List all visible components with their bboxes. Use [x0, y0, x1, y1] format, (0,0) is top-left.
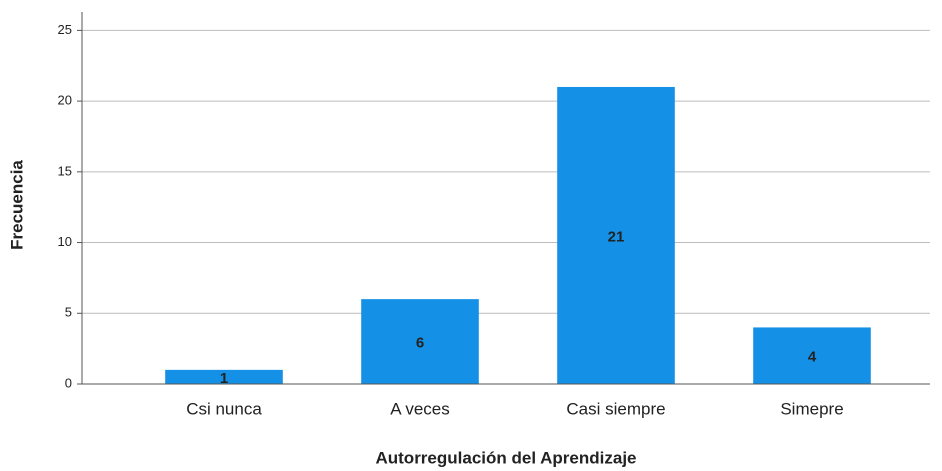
data-label: 6 — [416, 335, 424, 352]
data-label: 4 — [808, 349, 817, 366]
y-tick-label: 20 — [58, 93, 72, 108]
y-tick-label: 0 — [65, 375, 72, 390]
y-tick-label: 5 — [65, 305, 72, 320]
bar — [361, 299, 479, 384]
data-label: 21 — [608, 228, 625, 245]
bar — [557, 86, 675, 384]
y-tick-label: 10 — [58, 234, 72, 249]
y-tick-label: 15 — [58, 163, 72, 178]
x-tick-label: Csi nunca — [186, 399, 262, 418]
x-tick-label: A veces — [390, 399, 450, 418]
bar — [753, 327, 871, 384]
x-tick-label: Casi siempre — [566, 399, 665, 418]
bar — [165, 369, 283, 384]
y-tick-label: 25 — [58, 22, 72, 37]
data-label: 1 — [220, 370, 228, 387]
y-axis-title: Frecuencia — [7, 160, 26, 250]
x-axis-title: Autorregulación del Aprendizaje — [375, 448, 636, 467]
x-tick-label: Simepre — [780, 399, 843, 418]
